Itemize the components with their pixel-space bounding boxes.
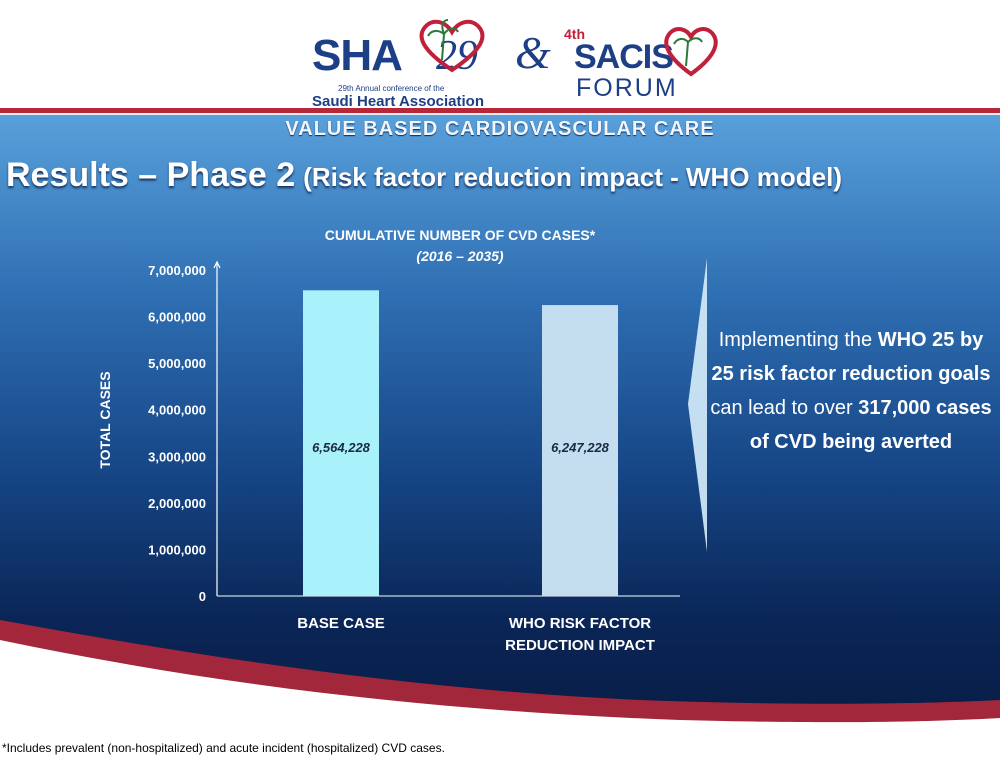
x-tick-label: REDUCTION IMPACT	[505, 637, 655, 654]
callout-part: 317,000 cases of CVD being averted	[749, 397, 992, 453]
sha-logo-association: Saudi Heart Association	[312, 93, 484, 110]
heart-palm-icon	[664, 27, 718, 77]
sacis-ordinal: 4th	[564, 26, 585, 42]
chart-title: CUMULATIVE NUMBER OF CVD CASES*	[324, 227, 596, 243]
sha-logo-text: SHA	[312, 31, 403, 80]
y-tick-label: 7,000,000	[148, 263, 206, 278]
y-axis-title: TOTAL CASES	[97, 371, 113, 468]
bar	[303, 290, 379, 596]
chart-subtitle: (2016 – 2035)	[416, 248, 504, 264]
y-tick-label: 2,000,000	[148, 496, 206, 511]
bar-data-label: 6,247,228	[551, 440, 610, 455]
slide-title-sub: (Risk factor reduction impact - WHO mode…	[303, 162, 842, 192]
y-tick-label: 6,000,000	[148, 310, 206, 325]
slide-title-main: Results – Phase 2	[6, 156, 296, 194]
y-axis-arrow	[213, 260, 221, 269]
sacis-name: SACIS	[574, 38, 674, 76]
x-tick-label: BASE CASE	[297, 615, 385, 632]
ampersand: &	[515, 27, 551, 78]
callout-part: WHO 25 by 25 risk factor reduction goals	[711, 329, 991, 385]
header-band: SHA 29 29th Annual conference of the Sau…	[0, 0, 1000, 110]
bar-data-label: 6,564,228	[312, 440, 371, 455]
callout-text: Implementing the WHO 25 by 25 risk facto…	[710, 323, 992, 459]
slide-title: Results – Phase 2 (Risk factor reduction …	[6, 156, 842, 195]
banner-heading: VALUE BASED CARDIOVASCULAR CARE	[285, 118, 715, 140]
y-tick-label: 1,000,000	[148, 542, 206, 557]
y-tick-label: 5,000,000	[148, 356, 206, 371]
y-tick-label: 0	[199, 589, 206, 604]
bar	[542, 305, 618, 596]
sacis-forum: FORUM	[576, 74, 678, 102]
x-tick-label: WHO RISK FACTOR	[509, 615, 651, 632]
callout-part: can lead to over	[710, 397, 859, 419]
y-tick-label: 3,000,000	[148, 449, 206, 464]
sha-logo-subtitle: 29th Annual conference of the	[338, 84, 445, 93]
y-tick-label: 4,000,000	[148, 403, 206, 418]
footnote: *Includes prevalent (non-hospitalized) a…	[2, 741, 445, 755]
callout-chevron	[688, 258, 707, 552]
header-divider-white	[0, 113, 1000, 115]
header-divider-red	[0, 108, 1000, 113]
callout-part: Implementing the	[718, 329, 878, 351]
heart-palm-icon	[419, 19, 485, 73]
